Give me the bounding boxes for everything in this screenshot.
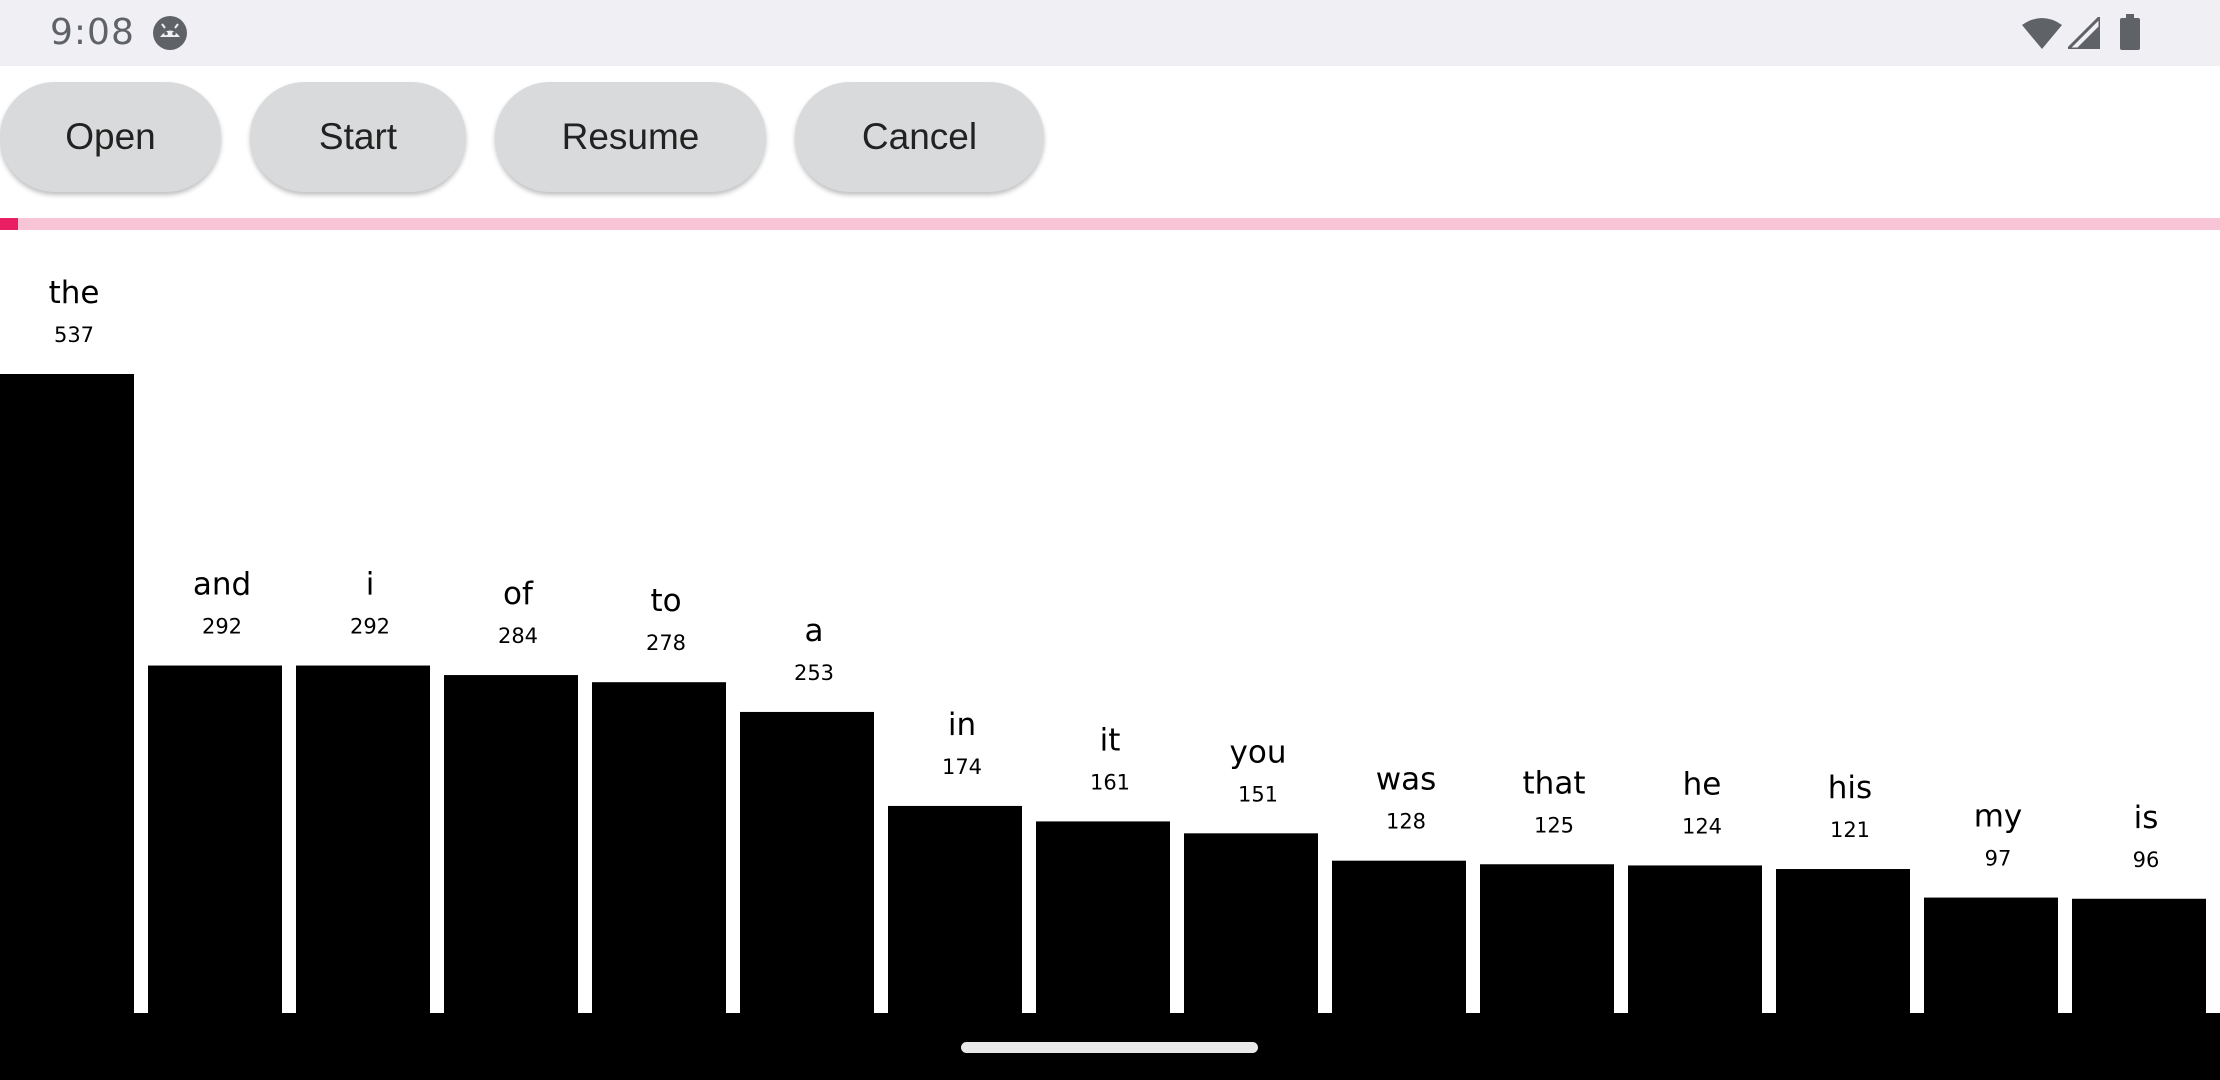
- bar-value-label: 121: [1830, 818, 1870, 842]
- bar-value-label: 128: [1386, 810, 1426, 834]
- bar-in: [888, 805, 1022, 1013]
- bar-category-label: i: [366, 567, 375, 603]
- bar-value-label: 96: [2133, 848, 2160, 872]
- bar-value-label: 278: [646, 631, 686, 655]
- bar-value-label: 292: [350, 615, 390, 639]
- bar-value-label: 161: [1090, 770, 1130, 794]
- bar-category-label: in: [948, 707, 976, 743]
- bar-value-label: 292: [202, 615, 242, 639]
- navigation-bar: [0, 1013, 2220, 1080]
- bar-category-label: a: [805, 613, 824, 649]
- cell-signal-icon: [2068, 17, 2100, 49]
- bar-a: [740, 711, 874, 1013]
- bar-that: [1480, 864, 1614, 1013]
- open-button[interactable]: Open: [0, 82, 221, 192]
- bar-category-label: my: [1974, 799, 2023, 835]
- progress-bar: [0, 218, 2220, 230]
- bar-value-label: 537: [54, 323, 94, 347]
- bar-category-label: his: [1828, 770, 1872, 806]
- start-button[interactable]: Start: [250, 82, 466, 192]
- status-bar: 9:08: [0, 0, 2220, 66]
- bar-category-label: of: [503, 576, 534, 612]
- word-frequency-chart: 537 the 292 and 292 i 284 of 278 to 253 a 174 in 161 it…: [0, 275, 2206, 1013]
- bar-i: [296, 665, 430, 1013]
- bar-value-label: 125: [1534, 813, 1574, 837]
- battery-icon: [2120, 14, 2140, 50]
- bar-value-label: 284: [498, 624, 538, 648]
- bar-is: [2072, 898, 2206, 1013]
- bar-it: [1036, 821, 1170, 1013]
- bar-value-label: 97: [1985, 847, 2012, 871]
- wifi-icon: [2022, 18, 2062, 49]
- home-gesture-handle[interactable]: [961, 1042, 1258, 1053]
- bar-you: [1184, 833, 1318, 1013]
- bar-he: [1628, 865, 1762, 1013]
- bar-his: [1776, 869, 1910, 1013]
- resume-button[interactable]: Resume: [495, 82, 766, 192]
- bar-category-label: and: [193, 567, 251, 603]
- bar-category-label: was: [1376, 762, 1437, 798]
- progress-bar-fill: [0, 218, 18, 230]
- bar-category-label: the: [49, 275, 100, 311]
- cancel-button[interactable]: Cancel: [795, 82, 1044, 192]
- bar-category-label: he: [1683, 766, 1722, 802]
- bar-category-label: is: [2134, 800, 2159, 836]
- bar-my: [1924, 897, 2058, 1013]
- bar-category-label: to: [650, 583, 681, 619]
- bar-was: [1332, 860, 1466, 1013]
- android-face-icon: [153, 16, 187, 50]
- bar-and: [148, 665, 282, 1013]
- bar-category-label: that: [1523, 765, 1586, 801]
- bar-value-label: 151: [1238, 782, 1278, 806]
- bar-category-label: you: [1230, 734, 1287, 770]
- bar-the: [0, 374, 134, 1013]
- status-time: 9:08: [50, 12, 135, 53]
- bar-of: [444, 675, 578, 1013]
- bar-value-label: 124: [1682, 814, 1722, 838]
- bar-category-label: it: [1100, 722, 1121, 758]
- bar-value-label: 253: [794, 661, 834, 685]
- bar-value-label: 174: [942, 755, 982, 779]
- bar-to: [592, 682, 726, 1013]
